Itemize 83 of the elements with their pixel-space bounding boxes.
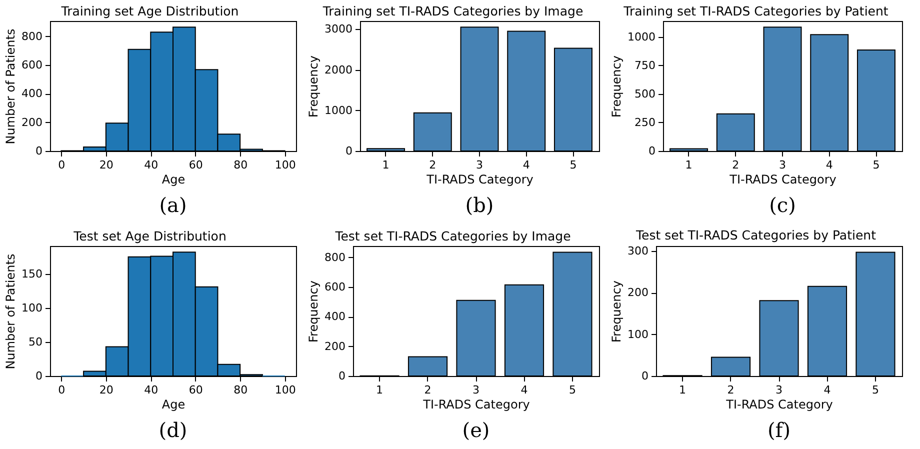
chart-title: Test set TI-RADS Categories by Patient [635,228,876,242]
y-tick-label: 0 [648,144,656,158]
y-tick-label: 3000 [324,22,352,36]
y-tick-label: 800 [324,250,346,264]
y-axis-title: Frequency [306,280,321,342]
y-axis-title: Frequency [306,56,321,118]
text: (e) [462,418,490,442]
chart-title: Test set TI-RADS Categories by Image [334,228,572,244]
y-tick-label: 400 [324,310,346,324]
x-tick-label: 1 [376,384,384,396]
x-axis-title: Age [162,398,186,412]
x-tick-label: 20 [99,158,114,172]
y-tick-label: 50 [28,335,42,348]
y-axis-title: Frequency [610,280,624,342]
x-tick-label: 4 [826,158,833,172]
x-tick-label: 5 [568,384,576,396]
x-axis-title: TI-RADS Category [728,172,836,186]
y-tick-label: 0 [36,370,42,382]
x-tick-label: 2 [429,158,436,172]
text: (d) [158,418,188,442]
y-tick-label: 0 [36,144,42,158]
x-tick-label: 4 [520,384,528,396]
y-tick-label: 300 [628,244,648,258]
y-tick-label: 0 [346,144,352,158]
x-tick-label: 80 [234,384,248,396]
y-tick-label: 0 [642,370,648,382]
x-tick-label: 1 [679,384,686,396]
y-tick-label: 100 [628,328,648,341]
y-tick-label: 100 [22,301,42,314]
x-tick-label: 4 [824,384,831,396]
x-tick-label: 40 [144,158,158,172]
x-tick-label: 2 [424,384,432,396]
x-tick-label: 5 [570,158,577,172]
y-axis-title: Frequency [610,56,624,118]
y-tick-label: 750 [634,58,656,72]
x-axis-title: TI-RADS Category [426,172,534,186]
y-tick-label: 150 [22,267,42,280]
x-tick-label: 60 [188,158,203,172]
text: (c) [769,193,796,217]
y-tick-label: 800 [22,30,42,43]
text: (a) [159,193,187,217]
x-tick-label: 20 [99,384,114,396]
x-axis-title: TI-RADS Category [725,398,833,412]
x-tick-label: 3 [779,158,786,172]
x-axis-title: Age [162,172,186,186]
x-tick-label: 80 [234,158,248,172]
y-tick-label: 1000 [324,104,352,117]
x-tick-label: 4 [522,158,530,172]
y-axis-title: Number of Patients [4,254,18,370]
x-axis-title: TI-RADS Category [422,398,530,412]
x-tick-label: 5 [872,158,880,172]
x-tick-label: 1 [685,158,692,172]
x-tick-label: 3 [776,384,782,396]
x-tick-label: 60 [188,384,203,396]
y-tick-label: 600 [22,58,42,72]
x-tick-label: 2 [727,384,734,396]
x-tick-label: 100 [274,384,296,396]
x-tick-label: 0 [58,158,66,172]
text: (b) [465,193,494,217]
x-tick-label: 2 [732,158,740,172]
y-tick-label: 200 [324,340,346,353]
chart-title: Test set Age Distribution [72,228,226,244]
x-tick-label: 3 [476,158,483,172]
x-tick-label: 0 [58,384,66,396]
y-tick-label: 250 [634,116,656,129]
y-tick-label: 2000 [324,63,352,76]
y-tick-label: 1000 [628,30,656,44]
x-tick-label: 3 [472,384,480,396]
y-tick-label: 0 [338,370,346,382]
y-tick-label: 500 [634,87,656,100]
y-tick-label: 600 [324,280,346,294]
x-tick-label: 100 [274,158,296,172]
x-tick-label: 40 [144,384,158,396]
chart-title: Training set Age Distribution [60,4,239,18]
text: (f) [767,418,791,442]
chart-title: Training set TI-RADS Categories by Image [322,4,584,18]
x-tick-label: 5 [872,384,879,396]
x-tick-label: 1 [382,158,390,172]
y-axis-title: Number of Patients [4,28,18,144]
chart-title: Training set TI-RADS Categories by Patient [622,4,888,18]
y-tick-label: 200 [22,116,42,129]
y-tick-label: 400 [22,87,42,100]
y-tick-label: 200 [628,286,648,300]
